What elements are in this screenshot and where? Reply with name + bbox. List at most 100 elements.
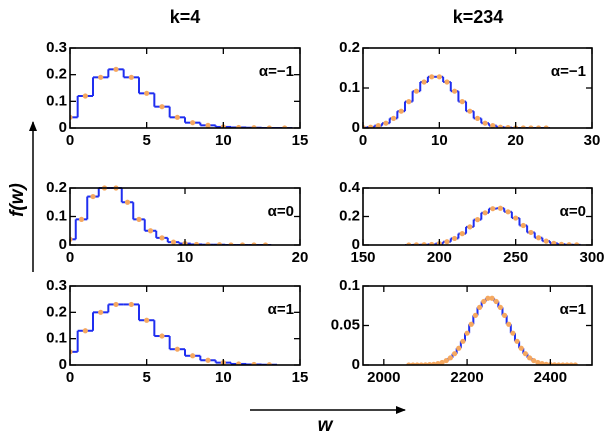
dot xyxy=(113,301,119,308)
x-tick-label: 300 xyxy=(579,249,604,266)
dot xyxy=(467,108,473,114)
dot xyxy=(383,120,389,126)
dot xyxy=(444,239,450,245)
x-tick-label: 5 xyxy=(142,369,150,386)
x-tick-label: 10 xyxy=(177,249,194,266)
dot xyxy=(514,338,520,344)
annotation: α=0 xyxy=(268,203,294,220)
dot xyxy=(431,361,437,365)
plot-area xyxy=(406,295,578,365)
dot xyxy=(78,216,85,222)
plot-area xyxy=(70,66,293,128)
y-tick-label: 0.2 xyxy=(46,179,67,196)
dot xyxy=(174,346,180,352)
dot xyxy=(543,238,549,244)
x-tick-label: 5 xyxy=(142,132,150,149)
y-axis-label: f(w) xyxy=(7,183,28,217)
annotation: α=1 xyxy=(268,301,294,318)
panel: 0 0.1 0.2 0.3 0 5 10 15 α=−1 xyxy=(46,39,308,149)
dot xyxy=(474,217,481,223)
annotation: α=1 xyxy=(560,301,586,318)
dot xyxy=(452,351,458,357)
dot xyxy=(375,123,381,128)
dot xyxy=(497,304,503,311)
dot xyxy=(513,215,519,221)
annotation: α=0 xyxy=(560,203,586,220)
frame xyxy=(362,187,593,246)
dot xyxy=(190,353,196,359)
y-tick-label: 0.1 xyxy=(46,207,67,224)
x-tick-label: 20 xyxy=(507,132,524,149)
dot xyxy=(174,114,180,120)
dot xyxy=(472,312,479,318)
dot xyxy=(236,361,242,365)
column-title: k=4 xyxy=(170,7,201,27)
dot xyxy=(435,360,441,365)
dot xyxy=(98,309,104,315)
y-tick-label: 0.2 xyxy=(339,39,360,56)
dot xyxy=(128,301,134,308)
dot xyxy=(413,88,420,94)
dot xyxy=(460,338,466,344)
y-tick-label: 0.1 xyxy=(339,277,360,294)
dot xyxy=(526,355,533,361)
dot xyxy=(159,235,165,241)
dot xyxy=(147,228,154,234)
dot xyxy=(522,351,528,357)
dot xyxy=(493,298,499,305)
x-axis-label: w xyxy=(318,415,334,435)
x-tick-label: 15 xyxy=(292,369,309,386)
dot xyxy=(535,359,541,365)
dot xyxy=(439,359,445,365)
y-tick-label: 0.4 xyxy=(339,179,361,196)
dot xyxy=(501,312,508,318)
dot xyxy=(510,330,516,336)
annotation: α=−1 xyxy=(259,63,294,80)
dot xyxy=(497,205,503,211)
y-tick-label: 0 xyxy=(59,236,67,253)
plot-area xyxy=(70,185,272,245)
plot-area xyxy=(363,74,551,128)
dot xyxy=(497,124,503,128)
x-tick-label: 150 xyxy=(350,249,375,266)
x-tick-label: 2200 xyxy=(450,369,483,386)
dot xyxy=(444,79,450,85)
x-tick-label: 0 xyxy=(66,132,74,149)
dot xyxy=(144,317,150,323)
y-tick-label: 0.3 xyxy=(46,39,67,56)
dot xyxy=(506,321,512,327)
dot xyxy=(82,93,88,99)
dot xyxy=(447,355,454,361)
y-tick-label: 0.3 xyxy=(46,277,67,294)
x-tick-label: 0 xyxy=(66,369,74,386)
y-tick-label: 0.1 xyxy=(46,92,67,109)
dot xyxy=(551,240,557,245)
dot xyxy=(528,229,534,236)
dot xyxy=(368,124,374,128)
dot xyxy=(464,330,470,336)
dot xyxy=(520,222,526,229)
y-tick-label: 0.2 xyxy=(46,66,67,83)
x-tick-label: 20 xyxy=(292,249,309,266)
dot xyxy=(205,357,211,363)
column-title: k=234 xyxy=(453,7,504,27)
dot xyxy=(190,120,196,126)
dot xyxy=(124,199,131,205)
y-tick-label: 0.2 xyxy=(46,303,67,320)
dot xyxy=(136,216,142,222)
dot xyxy=(421,79,427,85)
dot xyxy=(535,235,542,241)
frame xyxy=(69,47,301,129)
frame xyxy=(69,285,301,366)
x-tick-label: 10 xyxy=(431,132,448,149)
dot xyxy=(452,235,458,242)
dot xyxy=(452,88,458,94)
dot xyxy=(474,115,481,121)
x-tick-label: 10 xyxy=(215,369,232,386)
x-tick-label: 2400 xyxy=(534,369,567,386)
dot xyxy=(436,74,442,80)
dot xyxy=(98,74,104,80)
dot xyxy=(128,74,134,80)
dot xyxy=(543,361,549,365)
